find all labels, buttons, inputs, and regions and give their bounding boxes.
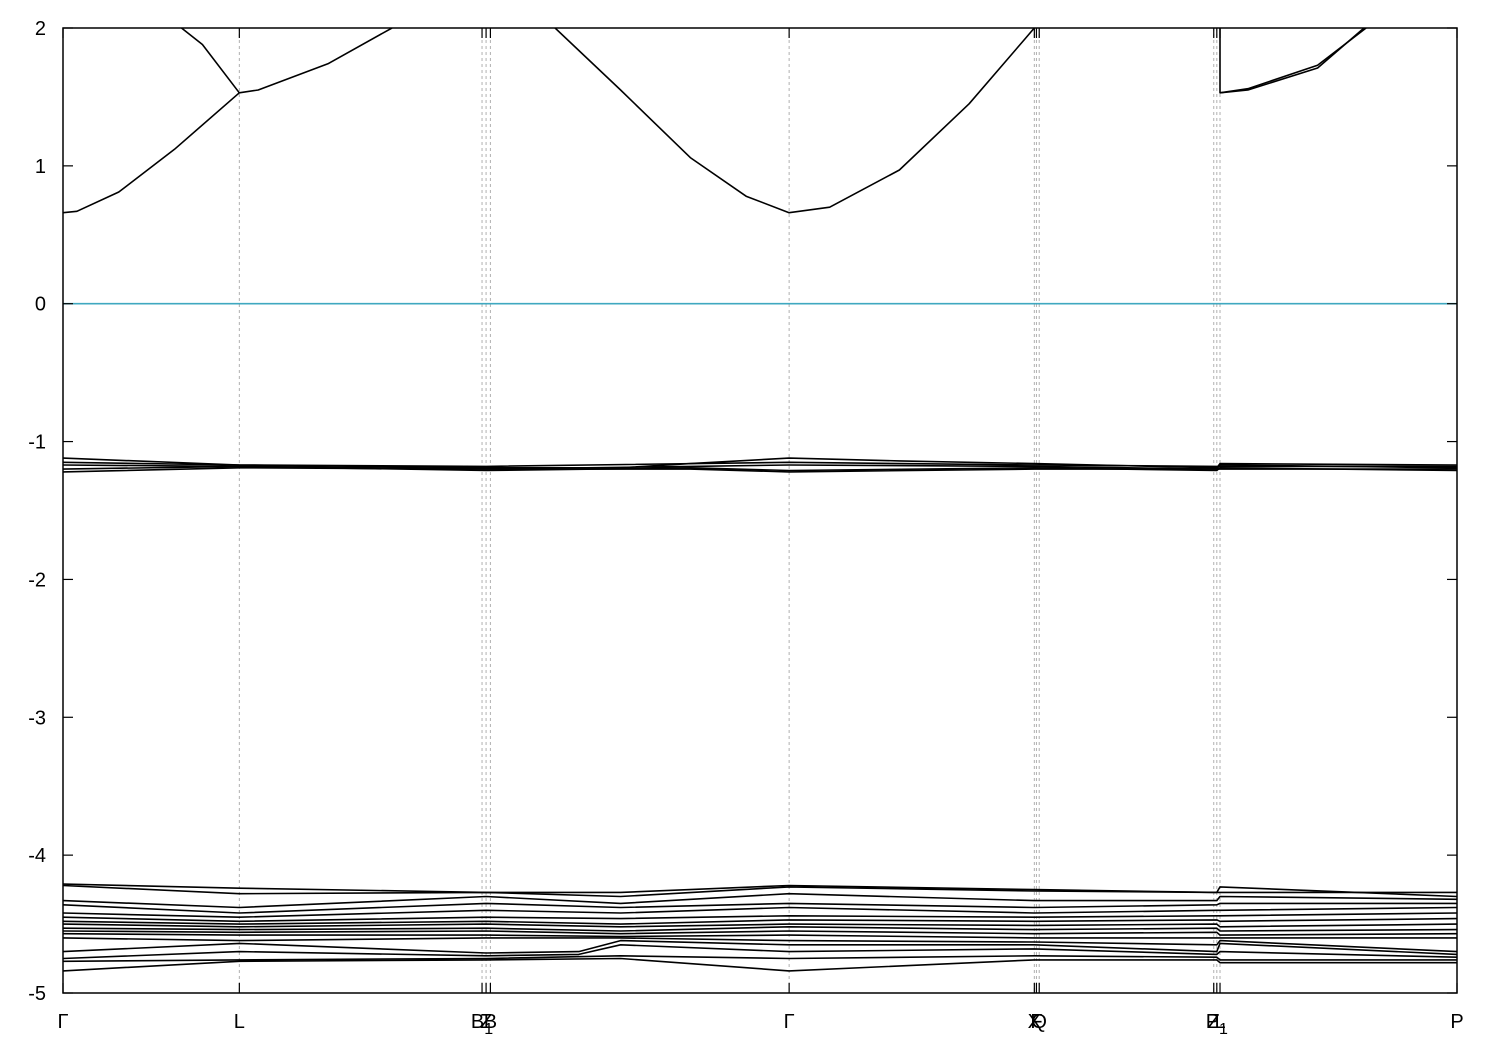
band-line-1 (63, 28, 393, 214)
band-line-3 (554, 28, 1035, 214)
band-lines (63, 28, 1457, 972)
x-tick-label-1: L (234, 1011, 245, 1033)
band-line-14 (63, 902, 1457, 914)
band-line-22 (63, 937, 1457, 953)
y-tick-label-5: -3 (28, 707, 46, 729)
band-line-4 (1219, 28, 1367, 94)
band-line-20 (63, 930, 1457, 936)
band-line-26 (63, 957, 1457, 972)
band-line-13 (63, 892, 1457, 909)
x-tick-label-9: Z (1208, 1011, 1220, 1033)
x-tick-label-7: F (1030, 1011, 1042, 1033)
y-tick-label-2: 0 (35, 294, 46, 316)
y-tick-label-3: -1 (28, 432, 46, 454)
y-tick-label-4: -2 (28, 569, 46, 591)
band-line-2 (181, 28, 240, 94)
x-tick-label-3: Z (480, 1011, 492, 1033)
band-line-12 (63, 884, 1457, 898)
x-tick-label-0: Γ (57, 1011, 68, 1033)
band-line-15 (63, 906, 1457, 918)
y-tick-label-1: 1 (35, 156, 46, 178)
band-line-25 (63, 955, 1457, 963)
band-line-5 (1219, 28, 1365, 94)
y-axis-ticks: 2 1 0 -1 -2 -3 -4 -5 (28, 18, 1457, 1005)
plot-frame (62, 27, 1458, 994)
band-line-17 (63, 917, 1457, 925)
x-tick-label-6: X (1028, 1011, 1041, 1033)
y-tick-label-0: 2 (35, 18, 46, 40)
band-line-23 (63, 939, 1457, 956)
x-tick-label-8: Q (1031, 1011, 1047, 1033)
y-tick-label-6: -4 (28, 845, 46, 867)
band-line-10 (63, 467, 1457, 473)
x-tick-label-4: B (484, 1011, 497, 1033)
band-line-21 (63, 932, 1457, 939)
band-line-16 (63, 912, 1457, 923)
y-tick-label-7: -5 (28, 983, 46, 1005)
x-tick-label-5: Γ (784, 1011, 795, 1033)
band-line-11 (63, 883, 1457, 894)
x-tick-label-12: P (1450, 1011, 1463, 1033)
band-line-18 (63, 923, 1457, 928)
high-symmetry-gridlines (238, 28, 1221, 993)
band-line-19 (63, 926, 1457, 932)
x-tick-label-11: L (1214, 1011, 1225, 1033)
band-line-24 (63, 944, 1457, 960)
